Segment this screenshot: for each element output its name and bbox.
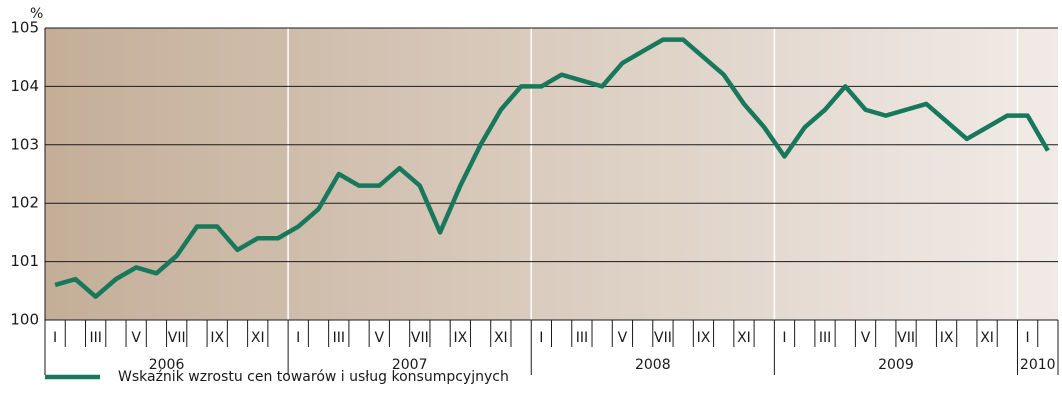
year-label: 2010 <box>1020 357 1056 373</box>
x-tick-label: XI <box>251 330 265 346</box>
x-tick-label: IX <box>210 330 224 346</box>
y-tick-label: 104 <box>10 77 39 95</box>
x-tick-label: IX <box>453 330 467 346</box>
y-tick-label: 101 <box>10 252 39 270</box>
y-tick-label: 105 <box>10 19 39 37</box>
x-tick-label: V <box>131 330 141 346</box>
data-line <box>54 37 1050 299</box>
x-tick-label: XI <box>494 330 508 346</box>
x-tick-label: I <box>782 330 786 346</box>
year-label: 2008 <box>635 357 671 373</box>
x-tick-label: XI <box>737 330 751 346</box>
x-tick-label: I <box>53 330 57 346</box>
year-label: 2006 <box>149 357 185 373</box>
legend-label: Wskaźnik wzrostu cen towarów i usług kon… <box>118 369 509 385</box>
x-tick-label: V <box>861 330 871 346</box>
x-tick-label: III <box>819 330 831 346</box>
x-tick-label: III <box>89 330 101 346</box>
x-tick-label: VII <box>411 330 429 346</box>
x-tick-label: IX <box>697 330 711 346</box>
x-tick-label: I <box>296 330 300 346</box>
x-tick-label: VII <box>168 330 186 346</box>
year-label: 2007 <box>392 357 428 373</box>
y-unit-label: % <box>30 6 43 22</box>
y-tick-label: 100 <box>10 311 39 329</box>
x-tick-label: III <box>576 330 588 346</box>
x-tick-label: XI <box>980 330 994 346</box>
x-tick-label: III <box>333 330 345 346</box>
x-tick-label: V <box>618 330 628 346</box>
x-tick-label: I <box>539 330 543 346</box>
year-label: 2009 <box>878 357 914 373</box>
y-tick-label: 103 <box>10 135 39 153</box>
x-tick-label: VII <box>897 330 915 346</box>
plot-background <box>45 28 1058 320</box>
y-tick-label: 102 <box>10 194 39 212</box>
x-tick-label: I <box>1026 330 1030 346</box>
x-tick-label: IX <box>940 330 954 346</box>
x-tick-label: VII <box>654 330 672 346</box>
x-tick-label: V <box>375 330 385 346</box>
